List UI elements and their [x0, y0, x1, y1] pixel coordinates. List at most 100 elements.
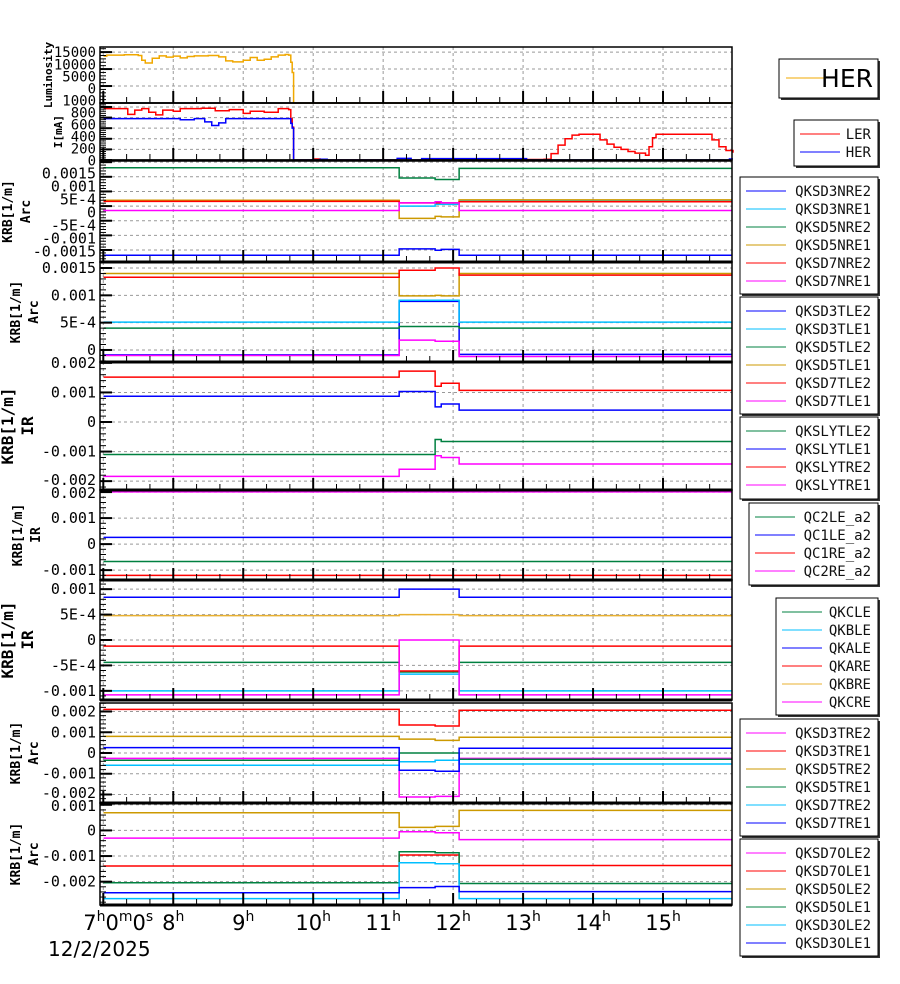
x-tick-number: 0	[133, 911, 146, 935]
legend-label: QKSD5TLE1	[795, 358, 871, 374]
series-line-her	[103, 53, 733, 104]
legend-entry: QKSLYTRE1	[746, 478, 871, 494]
legend-label: QKARE	[829, 659, 871, 675]
legend-box	[740, 719, 878, 836]
legend-box	[740, 839, 878, 956]
legend-border	[739, 838, 879, 957]
y-tick-label: 0	[87, 821, 96, 839]
x-tick-label: 12h	[435, 909, 471, 935]
series-line-qkslytre1	[103, 454, 732, 478]
series-line-qkcle	[103, 661, 732, 673]
panel-frame	[99, 802, 733, 906]
panel-frame	[99, 361, 733, 491]
series-line-qksd3ole1	[103, 885, 732, 894]
legend-label: QKSLYTRE2	[795, 460, 871, 476]
legend-borders	[739, 58, 879, 957]
legend-entry: QC1LE_a2	[755, 528, 871, 544]
legend-border	[775, 597, 879, 716]
legend-entry: QKSD3NRE1	[746, 202, 871, 218]
legend-label: QKSD7TRE1	[795, 816, 871, 832]
y-axis-label: Luminosity	[42, 42, 55, 109]
legend-entry: QKSD7TRE2	[746, 798, 871, 814]
legend-entry: QKSD5TLE1	[746, 358, 871, 374]
y-tick-label: 5E-4	[60, 191, 96, 209]
y-tick-label: 15000	[54, 45, 96, 61]
legend-border	[748, 502, 879, 586]
x-tick-number: 0	[106, 911, 119, 935]
legend-label: QKSD7NRE2	[795, 256, 871, 272]
legend-entry: QKSD3TLE2	[746, 304, 871, 320]
legend-label: QKSD7OLE2	[795, 846, 871, 862]
y-axis-label: Arc	[27, 300, 42, 323]
y-tick-label: -0.001	[42, 230, 96, 248]
x-tick-unit: h	[97, 909, 106, 925]
y-axis-label: KRB[1/m]	[0, 387, 17, 464]
legend-entry: QKSD5OLE2	[746, 882, 871, 898]
y-axis-label: Arc	[27, 741, 42, 764]
series-line-qkbre	[103, 613, 732, 617]
legend-label: QKSD5OLE1	[795, 900, 871, 916]
y-tick-label: 5E-4	[60, 606, 96, 624]
y-tick-label: -0.001	[42, 765, 96, 783]
y-tick-label: 200	[71, 142, 96, 158]
y-tick-label: 0.001	[51, 580, 96, 598]
legend-entry: QKSD3NRE2	[746, 184, 871, 200]
series-layer	[103, 53, 734, 900]
legend-label: QKSD7NRE1	[795, 274, 871, 290]
y-axis-label: KRB[1/m]	[9, 722, 24, 785]
x-tick-unit: h	[672, 909, 681, 925]
legend-label: QKSD3NRE2	[795, 184, 871, 200]
legend-entry: QKSLYTRE2	[746, 460, 871, 476]
legend-border	[778, 58, 879, 99]
legend-entry: QKSD7NRE2	[746, 256, 871, 272]
legend-entry: HER	[786, 64, 873, 93]
legend-entry: QKSD7OLE2	[746, 846, 871, 862]
y-tick-label: -0.002	[42, 471, 96, 489]
y-tick-label: 0	[88, 82, 96, 98]
legend-box	[740, 177, 878, 294]
legend-label: QKSD5NRE1	[795, 238, 871, 254]
y-tick-label: 0.0015	[42, 165, 96, 183]
series-line-qksd3tre1	[103, 708, 732, 727]
y-tick-label: -0.001	[42, 682, 96, 700]
x-tick-label: 11h	[365, 909, 401, 935]
legend-label: QKSD5OLE2	[795, 882, 871, 898]
y-axis-label: IR	[18, 416, 37, 436]
y-tick-label: 0.001	[51, 509, 96, 527]
legend-border	[739, 416, 879, 500]
legend-label: QKSD3OLE1	[795, 936, 871, 952]
series-line-qksd7tle1	[103, 339, 732, 358]
legend-label: QC2LE_a2	[804, 510, 871, 526]
y-tick-label: 0.002	[51, 703, 96, 721]
y-tick-label: 0	[87, 413, 96, 431]
legend-label: QKSLYTLE2	[795, 424, 871, 440]
legend-label: QKSD5TLE2	[795, 340, 871, 356]
legend-label: QKSD7OLE1	[795, 864, 871, 880]
legend-label: QKCRE	[829, 695, 871, 711]
y-axis-label: Arc	[27, 842, 42, 865]
legend-label: QKSD5NRE2	[795, 220, 871, 236]
legend-fills	[740, 59, 880, 958]
y-tick-label: -0.002	[42, 873, 96, 891]
legend-border	[793, 119, 879, 167]
legend-entry: QKSLYTLE2	[746, 424, 871, 440]
y-tick-label: 0.002	[51, 354, 96, 372]
series-line-qksd5ole2	[103, 809, 732, 829]
x-tick-unit: m	[119, 909, 133, 925]
legend-label: QC1LE_a2	[804, 528, 871, 544]
legend-entry: QKSD3TLE1	[746, 322, 871, 338]
x-tick-number: 10	[295, 911, 322, 935]
legend-label: HER	[821, 64, 873, 93]
y-tick-label: 0.001	[51, 286, 96, 304]
x-tick-number: 15	[645, 911, 672, 935]
legend-entry: QKBRE	[782, 677, 871, 693]
x-tick-number: 7	[83, 911, 96, 935]
x-tick-unit: s	[146, 909, 153, 925]
legend-border	[739, 296, 879, 415]
legend-entry: QKSD5TRE1	[746, 780, 871, 796]
legend-entry: QKSD5OLE1	[746, 900, 871, 916]
legend-entry: QKSD7TRE1	[746, 816, 871, 832]
x-tick-label: 13h	[505, 909, 541, 935]
legend-entry: QKSD5NRE2	[746, 220, 871, 236]
